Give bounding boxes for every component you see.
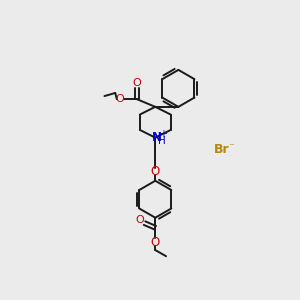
Text: H: H [158, 136, 166, 146]
Text: O: O [151, 236, 160, 249]
Text: O: O [116, 94, 124, 104]
Text: O: O [136, 215, 144, 225]
Text: +: + [159, 129, 167, 139]
Text: ⁻: ⁻ [228, 142, 234, 152]
Text: O: O [132, 78, 141, 88]
Text: O: O [151, 165, 160, 178]
Text: Br: Br [214, 143, 229, 157]
Text: N: N [152, 131, 162, 144]
